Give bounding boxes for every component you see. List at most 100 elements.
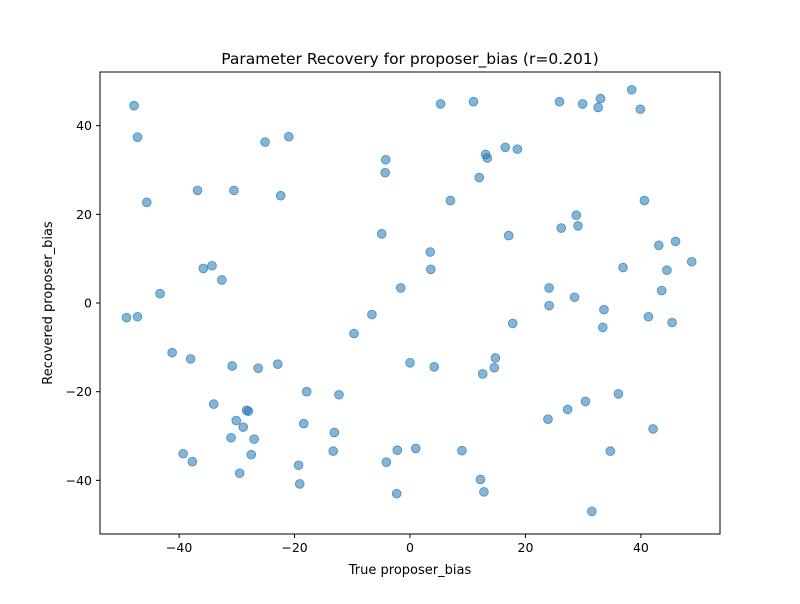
data-point [185, 354, 196, 364]
data-point [626, 84, 637, 95]
data-point [593, 102, 603, 113]
data-point [554, 96, 565, 107]
data-point [381, 457, 392, 467]
data-point [227, 361, 238, 371]
data-point [380, 154, 391, 165]
data-point [367, 309, 377, 320]
data-point [231, 415, 242, 426]
data-point [132, 132, 143, 142]
y-tick-label: −20 [66, 384, 92, 399]
data-point [207, 260, 217, 271]
data-point [468, 96, 479, 107]
data-point [489, 362, 500, 373]
data-point [507, 318, 518, 329]
data-point [395, 283, 406, 293]
data-point [217, 275, 227, 285]
data-point [294, 479, 305, 489]
data-point [410, 443, 421, 454]
data-point [613, 389, 624, 399]
data-point [580, 396, 591, 407]
data-point [329, 427, 340, 438]
data-point [656, 285, 667, 296]
y-axis-label: Recovered proposer_bias [41, 221, 56, 385]
data-point [249, 434, 259, 444]
x-axis-ticks: −40 −20 0 20 40 [166, 534, 649, 555]
data-point [643, 311, 654, 322]
data-point [573, 221, 583, 231]
data-point [272, 359, 283, 369]
data-point [234, 468, 245, 479]
data-point [639, 195, 650, 206]
data-point [490, 353, 501, 363]
data-point [512, 144, 523, 154]
data-point [243, 406, 254, 416]
data-point [405, 358, 415, 368]
data-point [226, 432, 236, 443]
data-point [380, 167, 390, 178]
data-point [544, 300, 554, 311]
data-point [618, 262, 628, 273]
data-point [429, 362, 440, 372]
data-point [648, 424, 658, 434]
data-point [192, 185, 203, 196]
x-tick-label: 0 [406, 540, 414, 555]
data-point [293, 460, 304, 471]
data-point [141, 197, 152, 208]
data-point [654, 240, 664, 251]
data-point [132, 311, 143, 322]
data-point [425, 264, 436, 275]
data-point [445, 195, 456, 206]
data-point [392, 445, 403, 456]
data-point [301, 386, 312, 397]
data-point [667, 317, 677, 328]
data-point [121, 312, 132, 323]
data-point [376, 229, 387, 239]
data-point [328, 446, 339, 456]
data-point [253, 363, 263, 373]
data-point [334, 389, 344, 400]
x-tick-label: −20 [281, 540, 307, 555]
data-point [246, 449, 257, 460]
data-point [595, 93, 606, 104]
data-point [477, 369, 488, 379]
data-point [435, 99, 446, 109]
data-point [569, 292, 580, 303]
data-point [238, 422, 248, 432]
data-point [298, 418, 309, 429]
data-point [457, 445, 467, 456]
data-point [275, 190, 286, 201]
x-tick-label: −40 [166, 540, 192, 555]
data-point [662, 265, 672, 275]
data-points [121, 84, 697, 517]
data-point [198, 263, 209, 274]
data-point [229, 185, 239, 196]
data-point [482, 153, 493, 163]
x-tick-label: 20 [518, 540, 534, 555]
y-tick-label: 0 [84, 296, 92, 311]
data-point [503, 230, 514, 241]
data-point [167, 347, 177, 358]
data-point [391, 488, 402, 499]
data-point [605, 446, 616, 456]
data-point [562, 404, 573, 415]
data-point [500, 142, 511, 153]
x-tick-label: 40 [633, 540, 649, 555]
y-tick-label: 40 [76, 118, 92, 133]
data-point [544, 283, 554, 293]
data-point [474, 172, 485, 183]
data-point [129, 100, 139, 111]
data-point [571, 210, 582, 221]
data-point [686, 256, 697, 267]
data-point [635, 104, 646, 115]
data-point [479, 487, 489, 497]
data-point [260, 137, 270, 147]
data-point [208, 399, 219, 409]
data-point [475, 474, 486, 485]
y-axis-ticks: −40 −20 0 20 40 [66, 118, 100, 488]
data-point [349, 328, 359, 339]
y-tick-label: 20 [76, 207, 92, 222]
data-point [577, 99, 588, 109]
data-point [556, 223, 567, 233]
